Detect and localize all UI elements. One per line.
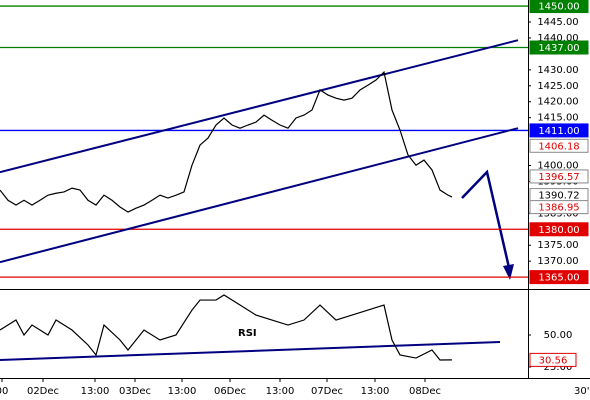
level-label: 1365.00 [538, 273, 579, 284]
forecast-arrowhead [503, 264, 514, 280]
trendline [0, 39, 519, 174]
level-label: 1450.00 [538, 2, 579, 13]
level-label: 1386.95 [538, 203, 579, 214]
x-tick-label: 03Dec [119, 386, 151, 397]
trendline [0, 127, 519, 264]
timeframe: 30' [574, 386, 589, 397]
y-tick-label: 1445.00 [537, 17, 578, 28]
y-tick-label: 1370.00 [537, 256, 578, 267]
level-label-box [529, 169, 589, 184]
x-tick-label: 13:00 [168, 386, 197, 397]
y-tick-label: 50.00 [544, 330, 573, 341]
y-tick-label: 1440.00 [537, 33, 578, 44]
level-label-box [529, 123, 589, 138]
trendline [0, 341, 501, 361]
x-tick-label: 06Dec [214, 386, 246, 397]
level-label: 1390.72 [538, 191, 579, 202]
forecast-arrow [461, 169, 512, 273]
level-label: 1396.57 [538, 172, 579, 183]
x-tick-label: 00 [0, 386, 8, 397]
level-label-box [529, 222, 589, 237]
x-tick-label: 07Dec [311, 386, 343, 397]
y-tick-label: 1375.00 [537, 240, 578, 251]
y-tick-label: 1425.00 [537, 81, 578, 92]
level-label: 1406.18 [538, 141, 579, 152]
level-label-box [529, 40, 589, 55]
last-value-label: 30.56 [539, 355, 568, 366]
rsi-title: RSI [238, 328, 257, 339]
y-tick-label: 1430.00 [537, 65, 578, 76]
level-label: 1437.00 [538, 43, 579, 54]
last-value-box [529, 352, 577, 367]
x-tick-label: 13:00 [361, 386, 390, 397]
price-line [0, 294, 453, 361]
x-tick-label: 02Dec [27, 386, 59, 397]
y-tick-label: 1415.00 [537, 113, 578, 124]
price-line [0, 70, 453, 213]
level-label: 1380.00 [538, 225, 579, 236]
x-tick-label: 08Dec [409, 386, 441, 397]
y-tick-label: 25.00 [544, 362, 573, 373]
level-label-box [529, 200, 589, 215]
x-tick-label: 13:00 [81, 386, 110, 397]
y-tick-label: 1420.00 [537, 97, 578, 108]
level-label-box [529, 270, 589, 285]
y-tick-label: 1400.00 [537, 161, 578, 172]
level-label-box [529, 0, 589, 14]
level-label: 1411.00 [538, 126, 579, 137]
level-label-box [529, 138, 589, 153]
x-tick-label: 13:00 [266, 386, 295, 397]
